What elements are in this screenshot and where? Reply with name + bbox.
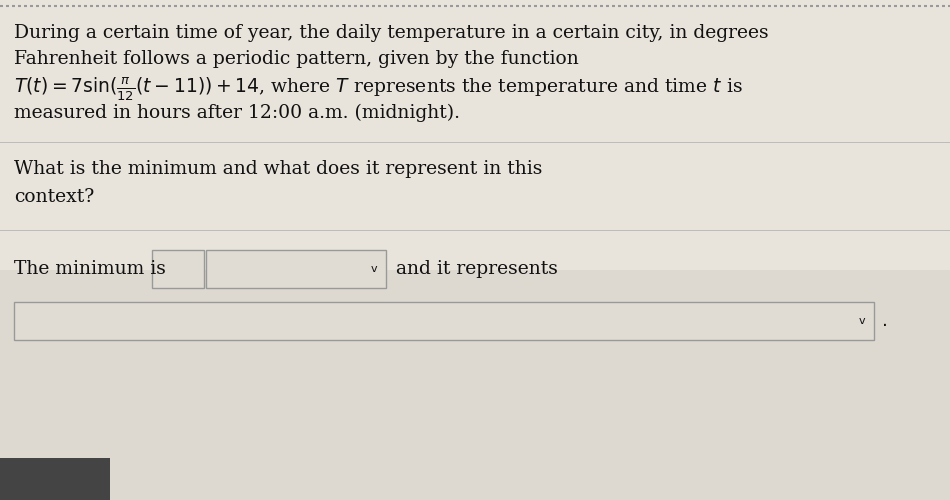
Text: v: v [859, 316, 865, 326]
FancyBboxPatch shape [0, 458, 110, 500]
Text: The minimum is: The minimum is [14, 260, 166, 278]
Text: .: . [882, 312, 888, 330]
FancyBboxPatch shape [0, 0, 950, 270]
Text: v: v [370, 264, 377, 274]
Text: Fahrenheit follows a periodic pattern, given by the function: Fahrenheit follows a periodic pattern, g… [14, 50, 579, 68]
Text: context?: context? [14, 188, 94, 206]
Text: $T(t) = 7\sin(\frac{\pi}{12}(t - 11)) + 14$, where $T$ represents the temperatur: $T(t) = 7\sin(\frac{\pi}{12}(t - 11)) + … [14, 76, 743, 104]
FancyBboxPatch shape [152, 250, 204, 288]
Text: What is the minimum and what does it represent in this: What is the minimum and what does it rep… [14, 160, 542, 178]
Text: During a certain time of year, the daily temperature in a certain city, in degre: During a certain time of year, the daily… [14, 24, 769, 42]
Text: measured in hours after 12:00 a.m. (midnight).: measured in hours after 12:00 a.m. (midn… [14, 104, 460, 122]
FancyBboxPatch shape [14, 302, 874, 340]
FancyBboxPatch shape [0, 270, 950, 500]
Text: and it represents: and it represents [396, 260, 558, 278]
FancyBboxPatch shape [206, 250, 386, 288]
